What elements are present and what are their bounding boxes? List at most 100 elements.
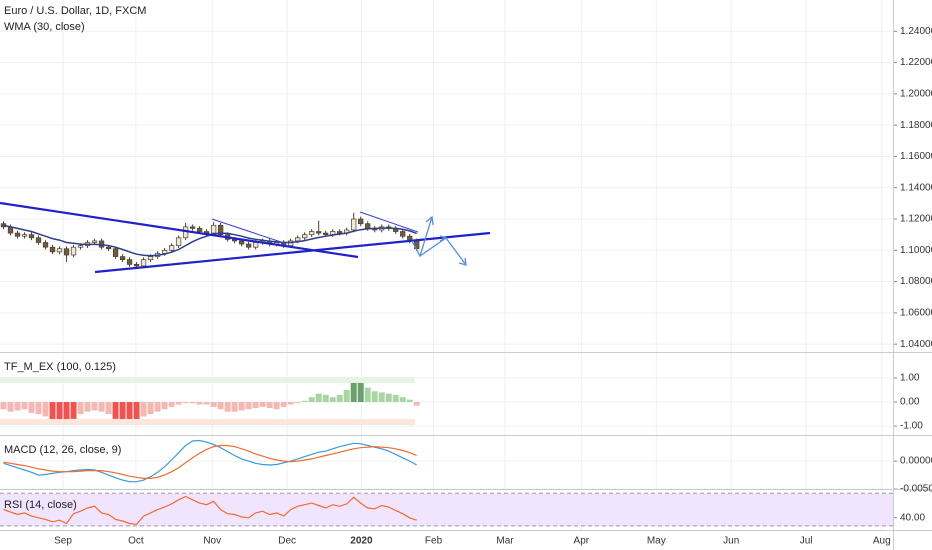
histogram-bar — [231, 402, 238, 412]
candle-body — [351, 218, 357, 231]
candle-body — [252, 242, 259, 248]
histogram-bar — [378, 392, 385, 403]
histogram-bar — [14, 402, 21, 411]
drawings — [0, 201, 491, 274]
histogram-bar — [406, 399, 413, 403]
histogram-bar — [224, 402, 231, 412]
histogram-bar — [385, 393, 392, 403]
indicator-line — [3, 495, 417, 525]
histogram-bar — [56, 402, 63, 424]
x-tick-label: Nov — [203, 536, 221, 547]
labels-layer: Euro / U.S. Dollar, 1D, FXCM WMA (30, cl… — [4, 5, 932, 547]
candle-body — [210, 224, 217, 234]
histogram-bar — [371, 391, 378, 403]
x-tick-label: Mar — [496, 536, 514, 547]
y-tick-label: -0.00500 — [900, 484, 932, 495]
y-tick-label: 1.24000 — [900, 26, 932, 37]
histogram-bar — [329, 397, 336, 403]
indicator-line — [3, 439, 417, 483]
histogram-bar — [259, 402, 266, 407]
level-band — [0, 493, 893, 526]
candle-body — [309, 231, 315, 236]
histogram-bar — [28, 402, 35, 413]
arrow-head — [425, 215, 434, 226]
candle-body — [70, 246, 77, 256]
y-tick-label: 1.12000 — [900, 214, 932, 225]
histogram-bar — [308, 397, 315, 403]
arrow-head — [439, 235, 448, 242]
histogram-bar — [273, 402, 280, 410]
histogram-bar — [343, 390, 350, 403]
histogram-bar — [392, 394, 399, 403]
candle-body — [14, 232, 21, 237]
candle-body — [28, 234, 35, 239]
candle-body — [126, 259, 133, 265]
trend-line — [359, 211, 419, 233]
histogram-bar — [350, 379, 357, 403]
histogram-bar — [399, 397, 406, 403]
histogram-bar — [21, 402, 28, 410]
arrow-head — [458, 257, 467, 266]
y-tick-label: 1.04000 — [900, 339, 932, 350]
x-tick-label: Jun — [723, 536, 739, 547]
candle-body — [112, 248, 119, 257]
histogram-bar — [154, 402, 161, 412]
candle-body — [133, 264, 140, 267]
histogram-bar — [0, 402, 7, 410]
histogram-bar — [161, 402, 168, 410]
histogram-bar — [196, 402, 203, 405]
histogram-bar — [294, 402, 301, 404]
candle-body — [147, 256, 154, 261]
histogram-bar — [336, 394, 343, 403]
histogram-bar — [49, 402, 56, 422]
candle-body — [189, 226, 196, 229]
y-tick-label: 1.00 — [900, 373, 920, 384]
candle-body — [21, 234, 28, 237]
y-tick-label: 40.00 — [900, 512, 925, 523]
histogram-bar — [287, 402, 294, 405]
upper-band — [0, 377, 415, 383]
x-tick-label: Sep — [54, 536, 72, 547]
candle-body — [316, 231, 322, 234]
histogram-bar — [315, 393, 322, 403]
histogram-bar — [7, 402, 14, 412]
histogram-bar — [189, 402, 196, 404]
indicator-title: MACD (12, 26, close, 9) — [4, 444, 121, 456]
candle-body — [365, 223, 371, 229]
histogram-bar — [91, 402, 98, 411]
candle-body — [42, 242, 49, 248]
histogram-bar — [210, 402, 217, 407]
histogram-bar — [301, 400, 308, 403]
indicator-line — [3, 444, 417, 479]
x-tick-label: Jul — [800, 536, 813, 547]
candle-body — [323, 232, 329, 236]
histogram-bar — [77, 402, 84, 415]
histogram-bar — [245, 402, 252, 410]
histogram-bar — [140, 402, 147, 417]
grid-layer — [0, 0, 897, 530]
histogram-bar — [175, 402, 182, 405]
y-tick-label: 1.16000 — [900, 151, 932, 162]
candle-body — [140, 259, 147, 267]
y-tick-label: 1.20000 — [900, 89, 932, 100]
histogram-bar — [217, 402, 224, 410]
x-tick-label: Aug — [873, 536, 891, 547]
histogram-bar — [182, 402, 189, 404]
indicator-title: RSI (14, close) — [4, 499, 77, 511]
histogram-bar — [238, 402, 245, 411]
indicator-title: TF_M_EX (100, 0.125) — [4, 361, 116, 373]
candle-body — [288, 240, 294, 246]
histogram-bar — [203, 402, 210, 405]
histogram-bar — [252, 402, 259, 409]
candle-body — [119, 256, 126, 261]
histogram-bar — [133, 402, 140, 424]
trend-line — [211, 218, 285, 244]
histogram-bar — [357, 382, 364, 403]
candle-body — [35, 237, 42, 243]
y-tick-label: -1.00 — [900, 421, 923, 432]
candle-body — [337, 231, 343, 234]
indicator-legend: WMA (30, close) — [4, 21, 85, 33]
y-tick-label: 1.14000 — [900, 182, 932, 193]
